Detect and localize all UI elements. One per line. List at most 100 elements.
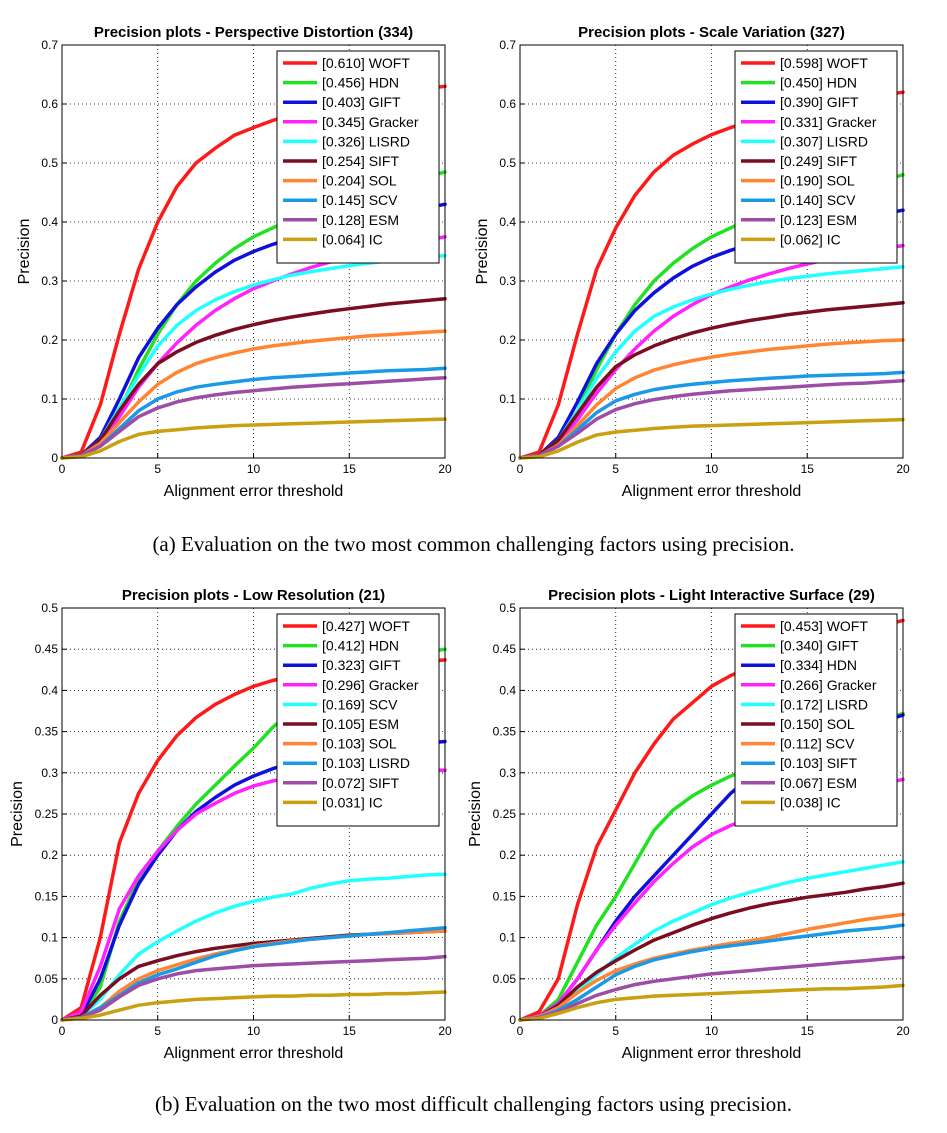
series-line-sift <box>518 923 905 1022</box>
legend-label-gift: [0.390] GIFT <box>780 94 859 110</box>
legend-label-esm: [0.128] ESM <box>322 212 399 228</box>
chart-title: Precision plots - Scale Variation (327) <box>578 24 845 41</box>
x-tick-label: 5 <box>612 462 619 476</box>
legend-label-woft: [0.453] WOFT <box>780 618 868 634</box>
legend-label-lisrd: [0.172] LISRD <box>780 696 868 712</box>
x-tick-label: 5 <box>612 1024 619 1038</box>
legend: [0.427] WOFT [0.412] HDN [0.323] GIFT [0.29… <box>276 613 440 827</box>
legend-label-ic: [0.031] IC <box>322 794 383 810</box>
y-tick-label: 0.7 <box>41 38 58 52</box>
x-axis-label: Alignment error threshold <box>622 1045 802 1062</box>
legend-label-sift: [0.249] SIFT <box>780 153 857 169</box>
legend-label-ic: [0.064] IC <box>322 231 383 247</box>
x-tick-label: 10 <box>247 1024 261 1038</box>
series-line-ic <box>60 990 447 1022</box>
y-tick-label: 0.25 <box>35 807 59 821</box>
legend-label-woft: [0.598] WOFT <box>780 55 868 71</box>
legend-label-hdn: [0.450] HDN <box>780 75 857 91</box>
caption-a: (a) Evaluation on the two most common ch… <box>152 532 795 556</box>
series-line-sol <box>518 881 905 1022</box>
x-tick-label: 5 <box>154 462 161 476</box>
y-axis-label: Precision <box>9 781 26 847</box>
y-tick-label: 0.35 <box>35 725 59 739</box>
y-tick-label: 0.5 <box>499 156 516 170</box>
chart-panel-1: 0 5 10 15 20 0 0.1 0.2 0.3 0.4 0.5 0.6 0.7 Precision … <box>16 24 452 500</box>
legend-label-gift: [0.403] GIFT <box>322 94 401 110</box>
legend-label-gracker: [0.331] Gracker <box>780 114 877 130</box>
x-tick-label: 5 <box>154 1024 161 1038</box>
y-axis-label: Precision <box>467 781 484 847</box>
series-line-ic <box>518 983 905 1022</box>
axes-box <box>519 44 904 459</box>
y-tick-label: 0.15 <box>35 889 59 903</box>
y-tick-label: 0.6 <box>41 97 58 111</box>
axes-box <box>61 607 446 1021</box>
legend-label-lisrd: [0.307] LISRD <box>780 133 868 149</box>
series-line-lisrd <box>518 265 905 460</box>
y-tick-label: 0.4 <box>41 683 58 697</box>
y-tick-label: 0 <box>51 451 58 465</box>
legend-label-woft: [0.610] WOFT <box>322 55 410 71</box>
legend-label-scv: [0.140] SCV <box>780 192 856 208</box>
legend-label-gracker: [0.266] Gracker <box>780 677 877 693</box>
x-tick-label: 10 <box>705 1024 719 1038</box>
y-tick-label: 0 <box>509 451 516 465</box>
y-tick-label: 0.05 <box>493 972 517 986</box>
chart-panel-3: 0 5 10 15 20 0 0.05 0.1 0.15 0.2 0.25 0.3 0.35 0.4 0.4… <box>9 587 452 1062</box>
chart-panel-4: 0 5 10 15 20 0 0.05 0.1 0.15 0.2 0.25 0.3 0.35 0.4 0.4… <box>467 587 910 1062</box>
legend-label-hdn: [0.412] HDN <box>322 638 399 654</box>
series-line-esm <box>518 955 905 1022</box>
y-tick-label: 0.1 <box>499 392 516 406</box>
chart-title: Precision plots - Perspective Distortion… <box>94 24 413 41</box>
x-tick-label: 15 <box>343 1024 357 1038</box>
series-line-sift <box>60 954 447 1022</box>
y-tick-label: 0.5 <box>41 156 58 170</box>
legend-label-ic: [0.038] IC <box>780 794 841 810</box>
series-line-sol <box>60 329 447 460</box>
y-tick-label: 0.6 <box>499 97 516 111</box>
legend-label-gracker: [0.296] Gracker <box>322 677 419 693</box>
y-axis-label: Precision <box>474 219 491 285</box>
y-tick-label: 0.3 <box>41 274 58 288</box>
y-tick-label: 0.2 <box>41 333 58 347</box>
series-line-sift <box>60 296 447 460</box>
legend-label-scv: [0.169] SCV <box>322 696 398 712</box>
y-tick-label: 0.4 <box>499 215 516 229</box>
legend-box <box>276 50 440 264</box>
y-tick-label: 0.25 <box>493 807 517 821</box>
y-tick-label: 0.3 <box>41 766 58 780</box>
y-tick-label: 0.2 <box>499 333 516 347</box>
legend-label-sift: [0.103] SIFT <box>780 755 857 771</box>
legend-label-esm: [0.105] ESM <box>322 716 399 732</box>
legend-label-esm: [0.067] ESM <box>780 775 857 791</box>
series-line-sift <box>518 301 905 460</box>
axes-box <box>519 607 904 1021</box>
legend-label-sift: [0.072] SIFT <box>322 775 399 791</box>
y-tick-label: 0.4 <box>499 683 516 697</box>
x-tick-label: 0 <box>517 1024 524 1038</box>
x-tick-label: 10 <box>705 462 719 476</box>
legend-label-hdn: [0.334] HDN <box>780 657 857 673</box>
x-tick-label: 20 <box>896 1024 910 1038</box>
legend-label-lisrd: [0.103] LISRD <box>322 755 410 771</box>
legend-label-gift: [0.323] GIFT <box>322 657 401 673</box>
y-tick-label: 0.7 <box>499 38 516 52</box>
legend: [0.610] WOFT [0.456] HDN [0.403] GIFT [0.34… <box>276 50 440 264</box>
legend-label-sol: [0.103] SOL <box>322 736 397 752</box>
y-tick-label: 0.1 <box>499 931 516 945</box>
y-axis-label: Precision <box>16 219 33 285</box>
legend: [0.598] WOFT [0.450] HDN [0.390] GIFT [0.33… <box>734 50 898 264</box>
legend: [0.453] WOFT [0.340] GIFT [0.334] HDN [0.26… <box>734 613 898 827</box>
x-tick-label: 15 <box>801 462 815 476</box>
x-tick-label: 20 <box>438 1024 452 1038</box>
legend-label-esm: [0.123] ESM <box>780 212 857 228</box>
y-tick-label: 0.3 <box>499 274 516 288</box>
chart-title: Precision plots - Low Resolution (21) <box>122 587 385 604</box>
legend-label-lisrd: [0.326] LISRD <box>322 133 410 149</box>
y-tick-label: 0 <box>51 1013 58 1027</box>
x-tick-label: 20 <box>438 462 452 476</box>
y-tick-label: 0 <box>509 1013 516 1027</box>
legend-box <box>734 50 898 264</box>
legend-label-sol: [0.190] SOL <box>780 173 855 189</box>
